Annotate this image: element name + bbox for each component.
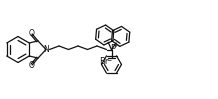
Text: P: P [110,43,115,52]
Text: Br: Br [99,57,108,66]
Text: +: + [113,42,119,48]
Text: O: O [29,29,35,38]
Text: −: − [106,57,112,62]
Text: O: O [29,61,35,70]
Text: N: N [43,45,49,54]
